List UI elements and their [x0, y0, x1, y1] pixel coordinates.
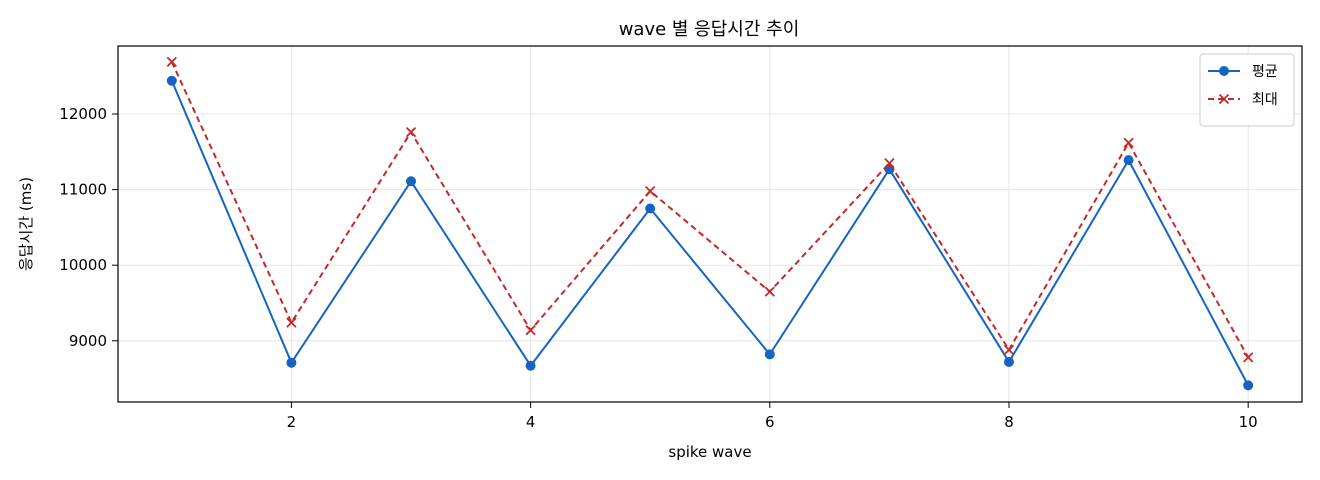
axis-ticks: 2 4 6 8 10 9000 10000 11000 12000	[59, 105, 1257, 431]
legend-item-1: 평균	[1208, 64, 1278, 80]
legend-label: 최대	[1252, 92, 1278, 108]
data-point	[764, 286, 775, 297]
x-axis-label: spike wave	[668, 443, 751, 461]
plot-frame	[117, 45, 1303, 403]
data-point	[405, 127, 417, 138]
legend-label: 평균	[1252, 64, 1278, 80]
legend-marker	[1218, 93, 1230, 105]
data-point	[1123, 137, 1134, 148]
series-2	[166, 56, 1254, 363]
x-tick-label: 4	[526, 413, 536, 431]
chart-title: wave 별 응답시간 추이	[619, 19, 800, 40]
legend-box	[1199, 53, 1295, 127]
data-point	[406, 176, 417, 187]
y-tick-label: 12000	[59, 105, 107, 123]
data-point	[1003, 344, 1015, 355]
series-line	[170, 80, 1250, 386]
data-point	[645, 203, 656, 214]
data-point	[1003, 356, 1014, 367]
series-layer	[166, 56, 1254, 391]
data-point	[166, 56, 177, 68]
data-point	[884, 158, 895, 169]
x-tick-label: 10	[1239, 413, 1258, 431]
x-tick-label: 6	[765, 413, 775, 431]
data-point	[286, 357, 297, 368]
series-1	[166, 75, 1254, 391]
y-tick-label: 10000	[59, 256, 107, 274]
data-point	[525, 325, 536, 336]
data-point	[525, 360, 536, 371]
data-point	[645, 185, 656, 197]
data-point	[1123, 155, 1134, 166]
data-point	[1243, 352, 1254, 363]
data-point	[764, 349, 775, 360]
series-line	[170, 61, 1250, 358]
data-point	[1243, 380, 1254, 391]
legend-item-2: 최대	[1208, 92, 1278, 108]
x-tick-label: 8	[1004, 413, 1014, 431]
y-tick-label: 9000	[69, 332, 107, 350]
y-axis-label: 응답시간 (ms)	[17, 177, 35, 271]
data-point	[166, 75, 177, 86]
legend-marker	[1219, 66, 1229, 76]
x-tick-label: 2	[287, 413, 297, 431]
y-tick-label: 11000	[59, 181, 107, 199]
grid-lines	[118, 46, 1302, 402]
data-point	[286, 317, 297, 328]
